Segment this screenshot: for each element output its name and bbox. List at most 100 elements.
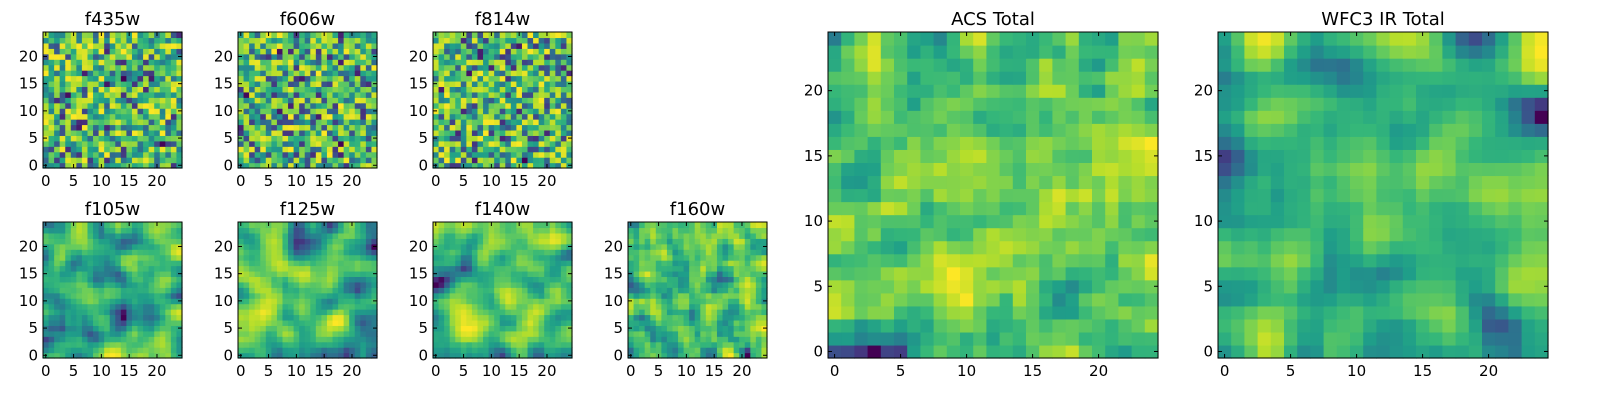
heatmap-cell xyxy=(48,347,55,354)
heatmap-cell xyxy=(1078,201,1093,216)
heatmap-cell xyxy=(521,140,529,147)
heatmap-cell xyxy=(728,281,735,288)
heatmap-cell xyxy=(271,124,278,131)
axes-frame xyxy=(42,31,183,169)
heatmap-cell xyxy=(109,276,116,283)
heatmap-cell xyxy=(999,318,1014,333)
heatmap-cell xyxy=(689,336,696,343)
heatmap-cell xyxy=(628,336,635,343)
heatmap-cell xyxy=(477,227,484,234)
heatmap-cell xyxy=(449,232,456,239)
heatmap-cell xyxy=(455,135,462,142)
heatmap-cell xyxy=(1012,318,1027,333)
heatmap-cell xyxy=(315,341,322,348)
heatmap-cell xyxy=(65,59,72,66)
heatmap-cell xyxy=(438,119,445,126)
heatmap-cell xyxy=(165,287,172,294)
heatmap-cell xyxy=(466,86,473,93)
heatmap-cell xyxy=(243,232,250,239)
heatmap-cell xyxy=(98,140,105,147)
heatmap-cell xyxy=(143,97,150,104)
heatmap-cell xyxy=(510,91,517,98)
heatmap-cell xyxy=(299,352,306,359)
heatmap-cell xyxy=(70,270,77,277)
heatmap-cell xyxy=(321,119,328,126)
heatmap-cell xyxy=(288,53,295,60)
heatmap-cell xyxy=(549,64,556,71)
heatmap-cell xyxy=(165,314,172,321)
heatmap-cell xyxy=(471,37,479,44)
heatmap-cell xyxy=(338,292,345,299)
heatmap-cell xyxy=(1118,188,1133,203)
heatmap-cell xyxy=(733,325,740,332)
heatmap-cell xyxy=(271,287,278,294)
heatmap-cell xyxy=(70,37,77,44)
heatmap-cell xyxy=(455,75,462,82)
heatmap-cell xyxy=(148,314,155,321)
heatmap-cell xyxy=(76,119,83,126)
heatmap-cell xyxy=(460,151,467,158)
heatmap-cell xyxy=(254,97,261,104)
heatmap-cell xyxy=(433,292,440,299)
heatmap-cell xyxy=(43,37,50,44)
heatmap-cell xyxy=(666,281,674,288)
heatmap-cell xyxy=(711,325,718,332)
heatmap-cell xyxy=(165,270,172,277)
x-tick-label: 15 xyxy=(315,172,334,190)
heatmap-cell xyxy=(672,243,679,250)
heatmap-cell xyxy=(154,59,161,66)
heatmap-cell xyxy=(120,347,127,354)
heatmap-cell xyxy=(488,341,495,348)
heatmap-cell xyxy=(326,102,334,109)
heatmap-cell xyxy=(1052,318,1067,333)
heatmap-cell xyxy=(154,124,161,131)
heatmap-cell xyxy=(304,48,311,55)
heatmap-cell xyxy=(354,64,361,71)
heatmap-cell xyxy=(494,146,501,153)
heatmap-cell xyxy=(639,298,646,305)
heatmap-cell xyxy=(154,102,161,109)
heatmap-cell xyxy=(276,314,284,321)
heatmap-cell xyxy=(120,86,127,93)
heatmap-cell xyxy=(444,254,451,261)
heatmap-cell xyxy=(276,140,284,147)
heatmap-cell xyxy=(666,292,674,299)
heatmap-cell xyxy=(661,314,668,321)
heatmap-cell xyxy=(315,91,322,98)
heatmap-cell xyxy=(59,75,66,82)
heatmap-cell xyxy=(488,292,495,299)
heatmap-cell xyxy=(705,319,712,326)
heatmap-cell xyxy=(516,48,523,55)
heatmap-cell xyxy=(326,287,334,294)
heatmap-cell xyxy=(304,146,311,153)
heatmap-cell xyxy=(321,232,328,239)
heatmap-cell xyxy=(43,102,50,109)
heatmap-cell xyxy=(678,276,685,283)
heatmap-cell xyxy=(1039,201,1053,216)
x-tick-label: 0 xyxy=(236,362,246,380)
heatmap-cell xyxy=(260,341,267,348)
heatmap-cell xyxy=(343,309,350,316)
heatmap-cell xyxy=(728,336,735,343)
heatmap-cell xyxy=(639,260,646,267)
heatmap-cell xyxy=(59,53,66,60)
heatmap-cell xyxy=(343,129,350,136)
heatmap-cell xyxy=(354,108,361,115)
heatmap-cell xyxy=(249,249,256,256)
heatmap-cell xyxy=(304,124,311,131)
heatmap-cell xyxy=(154,113,161,120)
heatmap-cell xyxy=(750,222,757,229)
heatmap-cell xyxy=(315,59,322,66)
heatmap-cell xyxy=(43,91,50,98)
heatmap-cell xyxy=(326,292,334,299)
heatmap-cell xyxy=(87,32,94,39)
heatmap-cell xyxy=(87,53,94,60)
heatmap-cell xyxy=(59,265,66,272)
heatmap-cell xyxy=(148,124,155,131)
heatmap-cell xyxy=(148,53,155,60)
heatmap-cell xyxy=(477,146,484,153)
heatmap-cell xyxy=(104,119,111,126)
heatmap-cell xyxy=(338,352,345,359)
heatmap-cell xyxy=(360,347,367,354)
heatmap-cell xyxy=(81,129,89,136)
